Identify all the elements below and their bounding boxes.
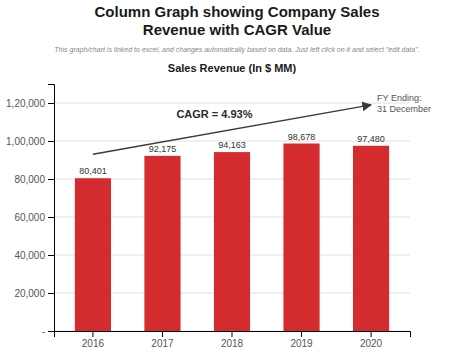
data-label: 97,480	[357, 134, 385, 144]
subtitle: This graph/chart is linked to excel, and…	[54, 46, 419, 54]
tick: 2018	[221, 331, 244, 349]
tick-mark	[92, 331, 93, 337]
tick-mark	[48, 255, 54, 256]
tick: 80,000	[14, 174, 54, 185]
text-line: Column Graph showing Company Sales	[94, 3, 379, 20]
tick: -	[42, 326, 54, 337]
tick: 2019	[290, 331, 313, 349]
plot: Sales Revenue (In $ MM) - 20,000 40,000 60,0…	[6, 62, 431, 349]
grid	[54, 103, 410, 331]
axis-line	[48, 85, 55, 332]
cagr-label: CAGR = 4.93%	[176, 108, 252, 120]
bar	[353, 146, 389, 331]
bar	[214, 152, 250, 331]
tick-mark	[48, 141, 54, 142]
tick-mark	[48, 293, 54, 294]
tick-label: 2016	[82, 338, 105, 349]
data-label: 80,401	[79, 166, 107, 176]
tick-label: 1,00,000	[6, 136, 45, 147]
tick-label: -	[42, 326, 45, 337]
y-axis: - 20,000 40,000 60,000 80,000 1,00,000 1,20,00…	[6, 85, 54, 337]
tick: 1,20,000	[6, 98, 54, 109]
tick: 2017	[151, 331, 174, 349]
chart-heading: Sales Revenue (In $ MM)	[168, 62, 297, 74]
tick-mark	[371, 331, 372, 337]
tick-label: 20,000	[14, 288, 45, 299]
text-line: FY Ending:	[377, 93, 421, 103]
tick-label: 2019	[290, 338, 313, 349]
tick: 40,000	[14, 250, 54, 261]
x-axis: 2016 2017 2018 2019 2020	[55, 331, 411, 349]
tick-label: 2020	[360, 338, 383, 349]
tick-label: 2018	[221, 338, 244, 349]
tick-label: 2017	[151, 338, 174, 349]
data-labels: 80,401 92,175 94,163 98,678 97,480	[79, 132, 385, 177]
chart: Column Graph showing Company SalesRevenu…	[0, 0, 474, 355]
tick: 2016	[82, 331, 105, 349]
tick-label: 60,000	[14, 212, 45, 223]
bar	[144, 156, 180, 331]
data-label: 94,163	[218, 140, 246, 150]
tick-mark	[48, 331, 54, 332]
bar	[283, 144, 319, 331]
tick-mark	[301, 331, 302, 337]
tick-mark	[232, 331, 233, 337]
text-line: Revenue with CAGR Value	[143, 21, 331, 38]
grid-line	[54, 103, 410, 104]
tick: 1,00,000	[6, 136, 54, 147]
axis-line	[55, 332, 411, 338]
fy-label: FY Ending:31 December	[377, 93, 431, 114]
tick: 2020	[360, 331, 383, 349]
tick: 20,000	[14, 288, 54, 299]
tick-label: 80,000	[14, 174, 45, 185]
tick-mark	[48, 179, 54, 180]
cagr-arrow	[93, 105, 371, 154]
data-label: 98,678	[288, 132, 316, 142]
bars	[75, 144, 389, 331]
tick-label: 1,20,000	[6, 98, 45, 109]
tick: 60,000	[14, 212, 54, 223]
bar	[75, 178, 111, 331]
tick-label: 40,000	[14, 250, 45, 261]
tick-mark	[48, 103, 54, 104]
data-label: 92,175	[149, 144, 177, 154]
tick-mark	[162, 331, 163, 337]
text-line: 31 December	[377, 104, 431, 114]
title: Column Graph showing Company SalesRevenu…	[94, 3, 379, 38]
tick-mark	[48, 217, 54, 218]
